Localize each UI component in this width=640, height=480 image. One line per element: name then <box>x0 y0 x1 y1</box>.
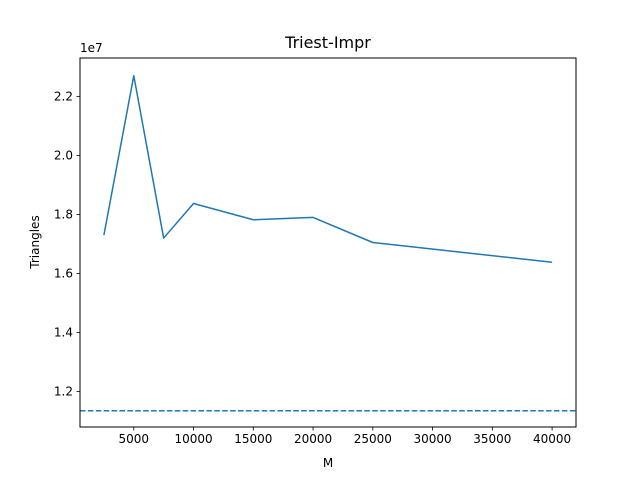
y-tick-label: 2.2 <box>54 89 73 103</box>
y-tick-label: 1.6 <box>54 266 73 280</box>
plot-area <box>80 74 576 412</box>
x-axis: 5000 10000 15000 20000 25000 30000 35000 40000 <box>119 427 571 446</box>
y-tick-label: 2.0 <box>54 148 73 162</box>
x-tick-label: 40000 <box>533 432 571 446</box>
x-tick-label: 10000 <box>174 432 212 446</box>
y-axis: 1.2 1.4 1.6 1.8 2.0 2.2 <box>54 89 80 399</box>
x-tick-label: 20000 <box>294 432 332 446</box>
y-tick-label: 1.4 <box>54 326 73 340</box>
y-tick-label: 1.8 <box>54 207 73 221</box>
x-tick-label: 5000 <box>119 432 150 446</box>
y-axis-label: Triangles <box>28 215 42 269</box>
x-tick-label: 35000 <box>473 432 511 446</box>
x-tick-label: 25000 <box>354 432 392 446</box>
y-offset-label: 1e7 <box>80 41 103 55</box>
series-line-0 <box>103 74 553 264</box>
x-tick-label: 30000 <box>413 432 451 446</box>
x-axis-label: M <box>323 456 333 470</box>
plot-frame <box>79 57 577 428</box>
y-tick-label: 1.2 <box>54 385 73 399</box>
x-tick-label: 15000 <box>234 432 272 446</box>
chart-title: Triest-Impr <box>284 33 371 52</box>
